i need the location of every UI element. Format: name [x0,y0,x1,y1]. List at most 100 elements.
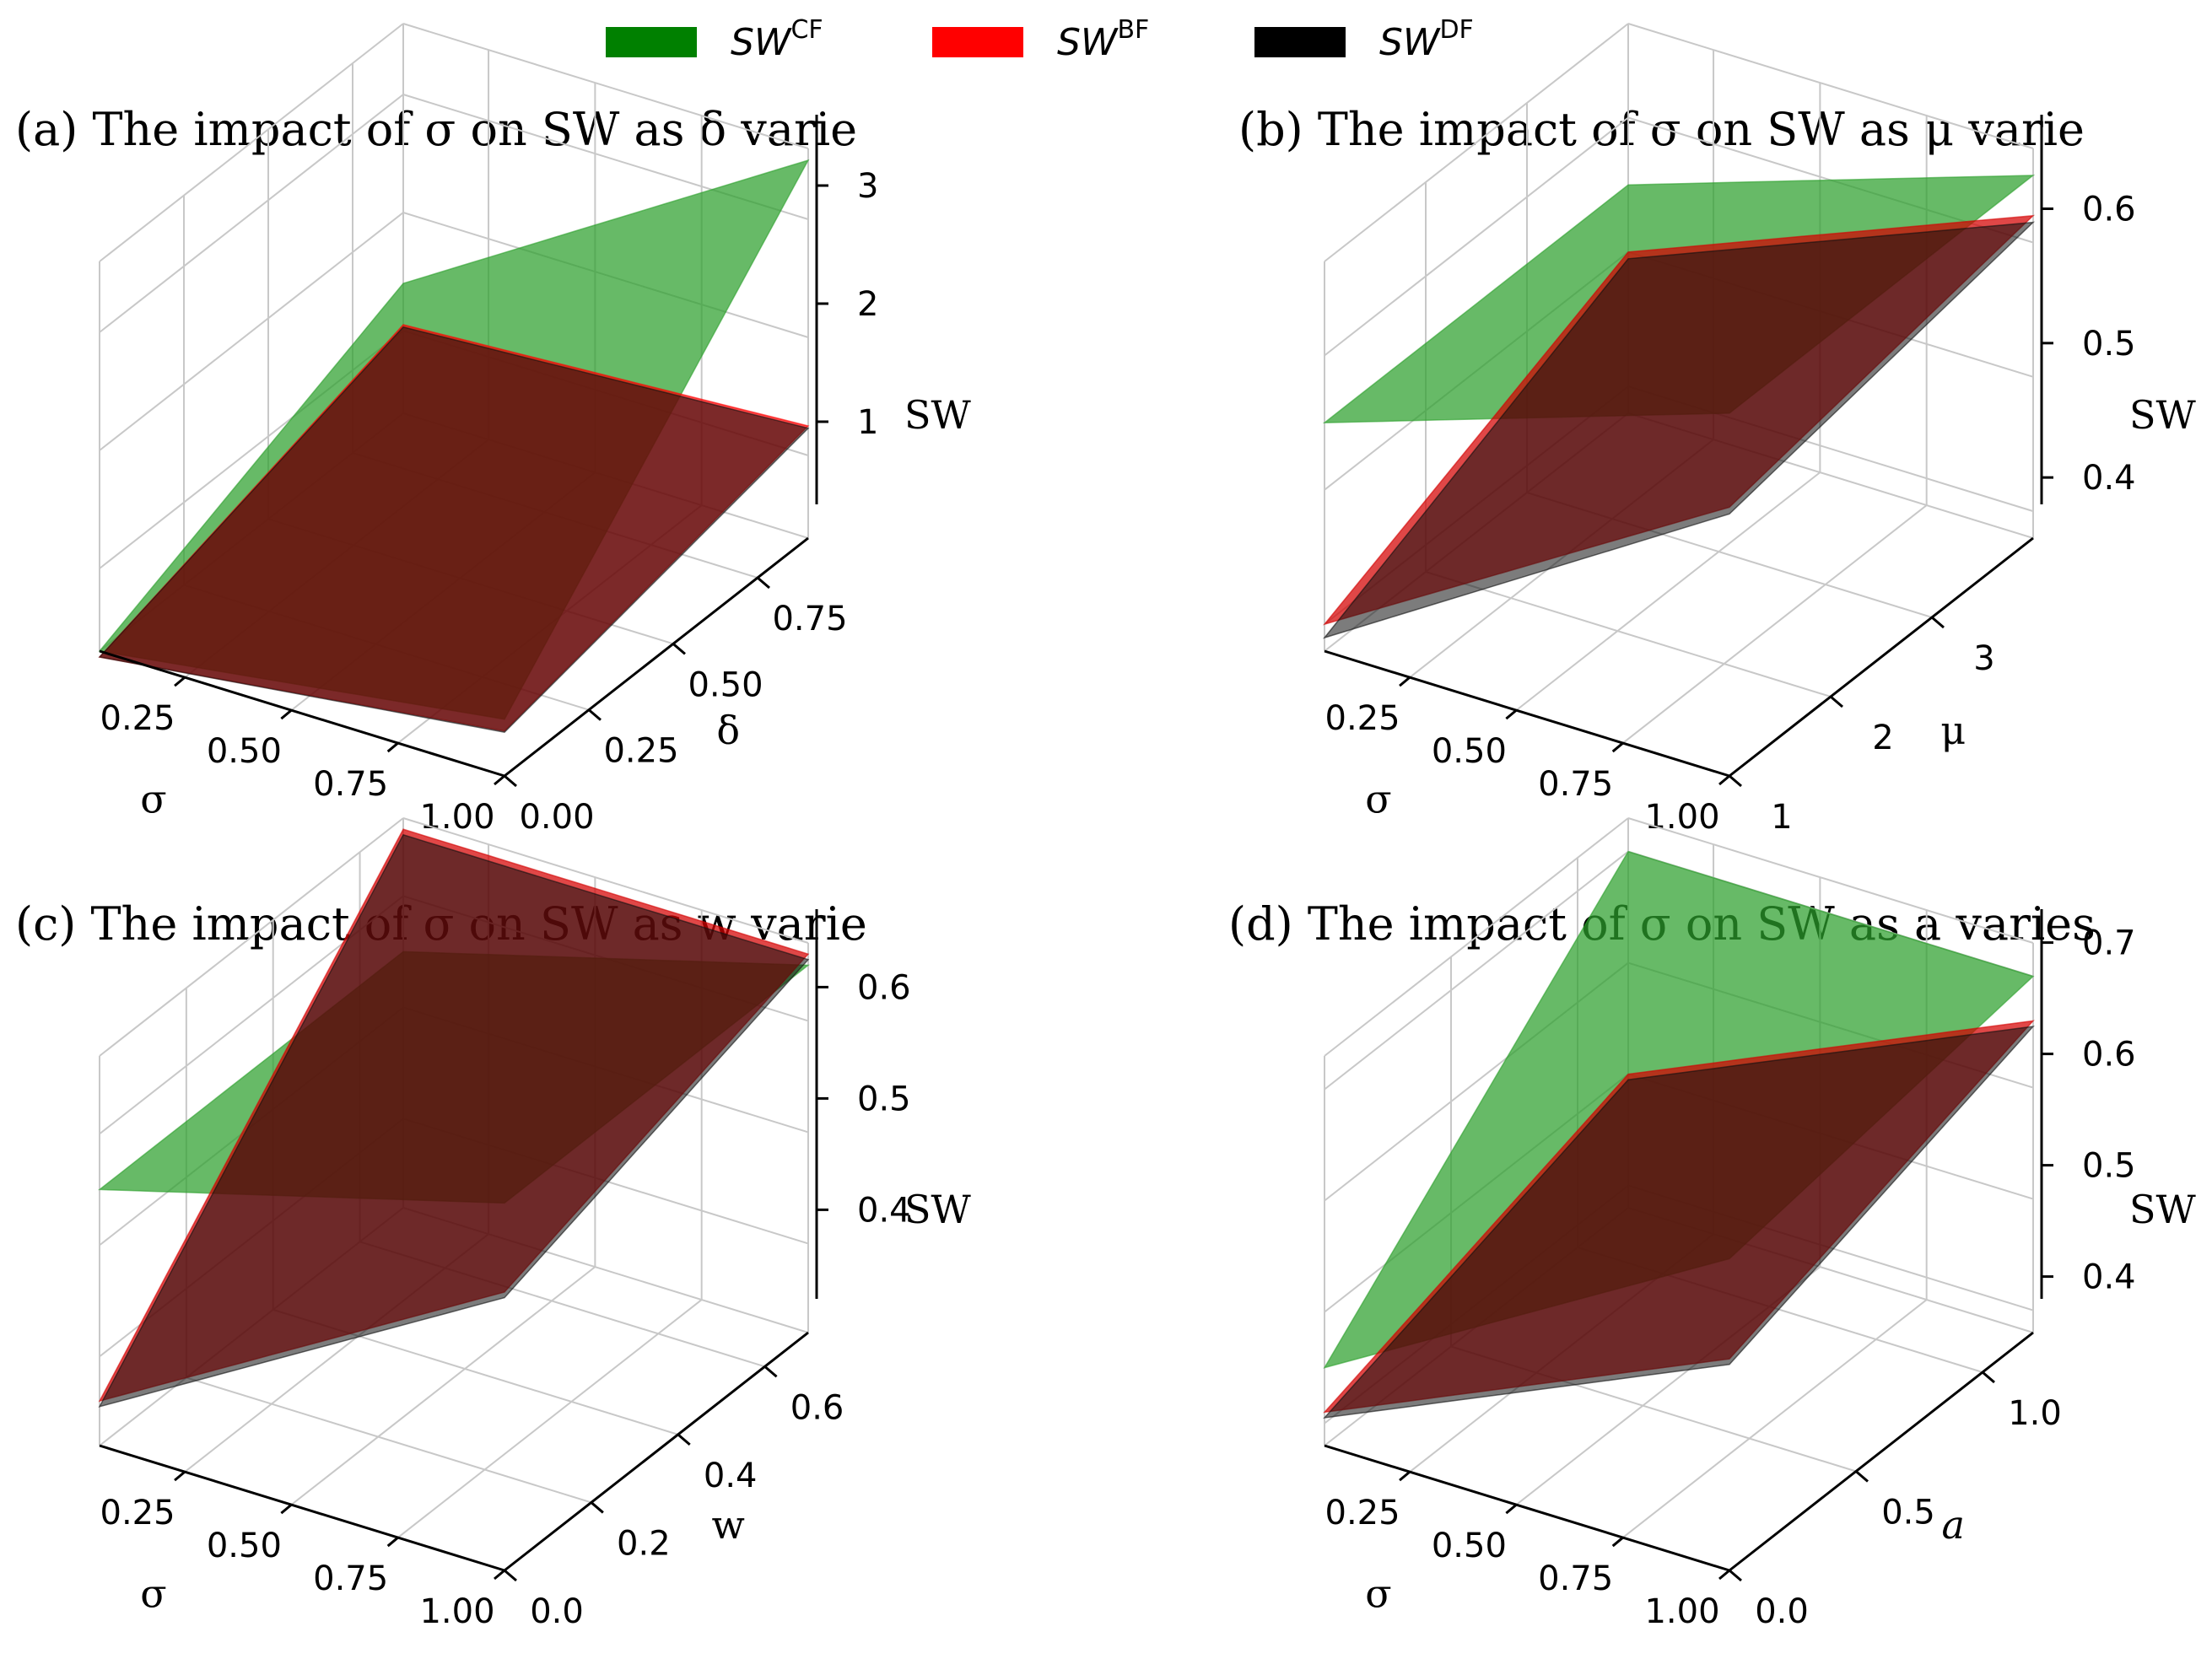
x-tick [174,1471,186,1482]
x-tick-label: 1.00 [1644,798,1719,837]
y-tick [677,1433,691,1446]
x-tick [1718,1569,1730,1581]
x-tick [280,708,293,720]
z-tick-label: 0.6 [2082,1036,2136,1074]
x-axis-label: σ [140,776,166,821]
gridline-x [1515,471,1821,711]
surface-patch [98,326,810,734]
pane-edge [99,817,404,1057]
gridline-x [397,1299,703,1538]
panel-a: (a) The impact of σ on SW as δ varie 0.25… [15,23,972,837]
axes [1324,909,2053,1582]
gridline-z [99,94,404,333]
legend-swatch-cf [606,27,697,57]
surface-patch [1322,221,2036,639]
z-axis-label: SW [904,1187,972,1232]
y-axis [1729,536,2034,778]
tick-labels: 0.25 0.50 0.75 1.00 0.0 0.5 1.0 0.4 0.5 0.6 0.7 [1325,924,2136,1631]
z-tick-label: 2 [857,285,878,324]
z-axis-label: SW [904,392,972,438]
y-axis-label: w [712,1502,745,1548]
x-tick [174,676,186,687]
x-tick [1611,741,1624,753]
x-axis-label: σ [140,1570,166,1616]
z-axis-label: SW [2129,1187,2197,1232]
x-axis [99,649,505,778]
x-tick-label: 0.50 [207,1527,282,1565]
gridline-z [1324,116,1629,357]
z-tick-label: 0.4 [2082,459,2136,498]
surface-patch [98,833,810,1408]
axes [1324,115,2053,788]
y-tick [1855,1470,1869,1483]
y-tick [1830,695,1843,708]
x-tick [1505,708,1518,720]
x-tick-label: 0.25 [100,1494,175,1532]
x-tick [386,1536,399,1548]
x-tick-label: 1.00 [419,798,494,837]
pane-edge [402,23,809,149]
surfaces [1323,850,2035,1419]
surfaces [97,828,811,1408]
z-tick-label: 0.4 [857,1191,911,1230]
surface-sw-df [98,326,810,734]
gridline-x [1622,504,1928,744]
x-tick-label: 0.75 [313,1559,388,1598]
y-tick-label: 1.0 [2008,1394,2062,1433]
panel-b: (b) The impact of σ on SW as μ varie 0.25… [1238,23,2197,837]
z-tick-label: 0.4 [2082,1258,2136,1297]
y-tick [1729,1569,1742,1582]
z-tick-label: 0.6 [2082,191,2136,229]
z-tick-label: 3 [857,167,878,206]
y-tick [504,1569,517,1582]
x-axis [99,1444,505,1572]
legend-label-df: SWDF [1379,15,1474,64]
y-tick [672,643,686,655]
surface-patch [1323,1025,2035,1419]
gridline-z [1324,850,1629,1091]
x-axis-label: σ [1365,776,1391,821]
panels: (a) The impact of σ on SW as δ varie 0.25… [15,23,2197,1631]
y-tick [504,774,517,788]
x-axis [1324,649,1730,778]
pane-edge [1627,817,2034,944]
y-axis-label: δ [716,708,740,753]
panel-c: (c) The impact of σ on SW as w varie0.25… [15,817,972,1631]
y-tick-label: 0.2 [617,1524,671,1563]
surface-sw-df [98,833,810,1408]
z-tick-label: 0.5 [2082,325,2136,364]
x-axis-label: σ [1365,1570,1391,1616]
x-axis [1324,1444,1730,1572]
x-tick [1611,1536,1624,1548]
gridline-z [99,212,404,451]
y-tick [1982,1371,1995,1384]
x-tick-label: 0.25 [100,699,175,738]
x-tick-label: 0.75 [1538,765,1613,804]
gridline-y [186,1376,592,1504]
x-tick [1718,774,1730,786]
x-tick [494,774,505,786]
x-tick-label: 1.00 [1644,1592,1719,1631]
x-tick [1399,676,1411,687]
y-tick-label: 0.6 [790,1388,844,1427]
x-tick-label: 0.50 [207,732,282,771]
y-tick-label: 0.25 [603,732,678,771]
legend-swatch-bf [932,27,1023,57]
y-tick [763,1365,778,1378]
z-tick-label: 0.7 [2082,924,2136,963]
tick-labels: 0.25 0.50 0.75 1.00 0.0 0.2 0.4 0.6 0.4 0.5 0.6 [100,968,911,1631]
axes [99,115,828,788]
x-tick [1505,1503,1518,1515]
pane-edge [1324,23,1629,262]
surface-sw-df [1323,1025,2035,1419]
x-tick [280,1503,293,1515]
surfaces [1322,175,2036,639]
x-tick [386,741,399,753]
y-tick [1729,774,1742,788]
y-tick [1931,616,1945,629]
x-tick-label: 0.75 [313,765,388,804]
y-tick-label: 3 [1973,639,1994,678]
gridline-x [290,1266,596,1505]
